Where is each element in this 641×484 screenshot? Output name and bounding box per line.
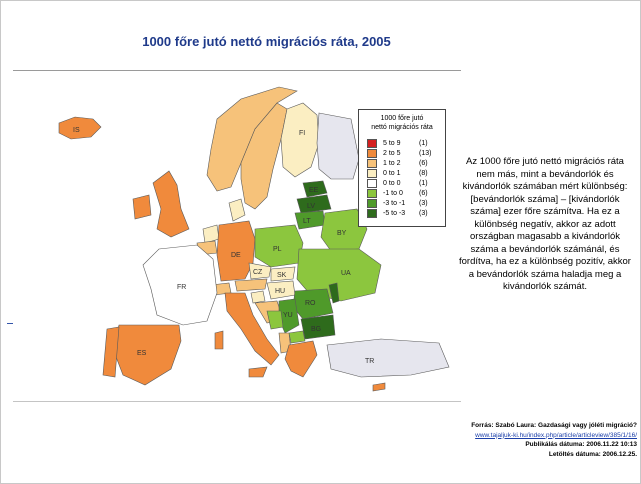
legend-item: -1 to 0 (6) xyxy=(367,188,445,198)
country-fi xyxy=(280,102,320,178)
country-uk xyxy=(152,170,190,238)
description-text: Az 1000 főre jutó nettó migrációs ráta n… xyxy=(459,156,631,292)
legend-swatch xyxy=(367,168,377,178)
country-cy xyxy=(372,382,386,392)
legend-count: (8) xyxy=(419,169,428,177)
country-cz xyxy=(248,262,272,280)
country-md xyxy=(328,282,340,304)
country-label-by: BY xyxy=(337,230,347,237)
source-link[interactable]: www.tajaljuk-ki.hu/index.php/article/art… xyxy=(475,431,637,439)
legend-item: 0 to 0 (1) xyxy=(367,178,445,188)
legend-swatch xyxy=(367,208,377,218)
country-label-lt: LT xyxy=(303,218,311,225)
legend-range: -3 to -1 xyxy=(383,199,406,207)
legend-item: 5 to 9 (1) xyxy=(367,138,445,148)
country-label-is: IS xyxy=(73,127,80,134)
legend-swatch xyxy=(367,188,377,198)
legend-title-line2: nettó migrációs ráta xyxy=(371,124,433,131)
country-lv xyxy=(296,194,332,214)
legend-swatch xyxy=(367,148,377,158)
legend-swatch xyxy=(367,198,377,208)
country-label-sk: SK xyxy=(277,272,287,279)
legend-item: -5 to -3 (3) xyxy=(367,208,445,218)
country-label-bg: BG xyxy=(311,326,321,333)
country-ie xyxy=(132,194,152,220)
country-it xyxy=(224,292,280,366)
country-label-de: DE xyxy=(231,252,241,259)
legend-item: 1 to 2 (6) xyxy=(367,158,445,168)
publish-date: Publikálás dátuma: 2006.11.22 10:13 xyxy=(525,441,637,448)
country-fr xyxy=(142,244,218,326)
legend-range: -1 to 0 xyxy=(383,189,403,197)
legend-count: (1) xyxy=(419,139,428,147)
legend-swatch xyxy=(367,158,377,168)
legend-count: (1) xyxy=(419,179,428,187)
legend-range: 1 to 2 xyxy=(383,159,401,167)
country-at xyxy=(234,278,268,292)
legend-range: 0 to 0 xyxy=(383,179,401,187)
legend-title-line1: 1000 főre jutó xyxy=(380,115,424,122)
source-line: Forrás: Szabó Laura: Gazdasági vagy jólé… xyxy=(471,422,637,429)
title-divider xyxy=(13,70,461,71)
bottom-divider xyxy=(13,401,461,402)
country-nl xyxy=(202,224,220,244)
country-es xyxy=(112,324,182,386)
legend-count: (3) xyxy=(419,209,428,217)
country-ua xyxy=(296,248,382,302)
map-legend: 1000 főre jutó nettó migrációs ráta 5 to… xyxy=(358,109,446,227)
country-gr xyxy=(284,340,318,378)
legend-range: -5 to -3 xyxy=(383,209,406,217)
stray-underline xyxy=(7,323,13,324)
country-ru xyxy=(316,112,360,180)
country-label-fr: FR xyxy=(177,284,186,291)
legend-range: 0 to 1 xyxy=(383,169,401,177)
page-title: 1000 főre jutó nettó migrációs ráta, 200… xyxy=(142,34,391,49)
country-dk xyxy=(228,198,246,222)
download-date: Letöltés dátuma: 2006.12.25. xyxy=(548,450,637,458)
country-label-es: ES xyxy=(137,350,147,357)
legend-swatch xyxy=(367,138,377,148)
legend-item: 2 to 5 (13) xyxy=(367,148,445,158)
legend-item: 0 to 1 (8) xyxy=(367,168,445,178)
country-label-fi: FI xyxy=(299,130,305,137)
country-label-ee: EE xyxy=(309,187,319,194)
country-tr xyxy=(326,338,450,378)
country-ba xyxy=(266,310,284,330)
legend-count: (6) xyxy=(419,159,428,167)
legend-count: (6) xyxy=(419,189,428,197)
country-sicily xyxy=(248,366,268,378)
country-label-tr: TR xyxy=(365,358,374,365)
country-bg xyxy=(300,314,336,340)
country-ee xyxy=(302,180,328,198)
country-label-lv: LV xyxy=(307,203,315,210)
country-label-ro: RO xyxy=(305,300,316,307)
country-si xyxy=(250,290,266,304)
legend-item: -3 to -1 (3) xyxy=(367,198,445,208)
country-de xyxy=(216,220,256,282)
legend-title: 1000 főre jutó nettó migrációs ráta xyxy=(359,114,445,132)
country-label-yu: YU xyxy=(283,312,293,319)
country-sardinia xyxy=(214,330,224,350)
legend-rows: 5 to 9 (1) 2 to 5 (13) 1 to 2 (6) 0 to 1 (8) 0 t… xyxy=(359,138,445,218)
europe-map: IS FI EE LV LT BY PL DE CZ SK UA HU RO F… xyxy=(58,86,450,392)
source-block: Forrás: Szabó Laura: Gazdasági vagy jólé… xyxy=(421,421,637,459)
country-label-hu: HU xyxy=(275,288,285,295)
country-se xyxy=(240,102,288,210)
legend-count: (13) xyxy=(419,149,432,157)
country-mk xyxy=(288,330,306,344)
legend-range: 5 to 9 xyxy=(383,139,401,147)
country-label-ua: UA xyxy=(341,270,351,277)
country-sk xyxy=(270,266,296,282)
country-is xyxy=(58,116,102,140)
country-label-cz: CZ xyxy=(253,269,263,276)
country-pt xyxy=(102,326,120,378)
legend-swatch xyxy=(367,178,377,188)
legend-count: (3) xyxy=(419,199,428,207)
legend-range: 2 to 5 xyxy=(383,149,401,157)
country-label-pl: PL xyxy=(273,246,282,253)
